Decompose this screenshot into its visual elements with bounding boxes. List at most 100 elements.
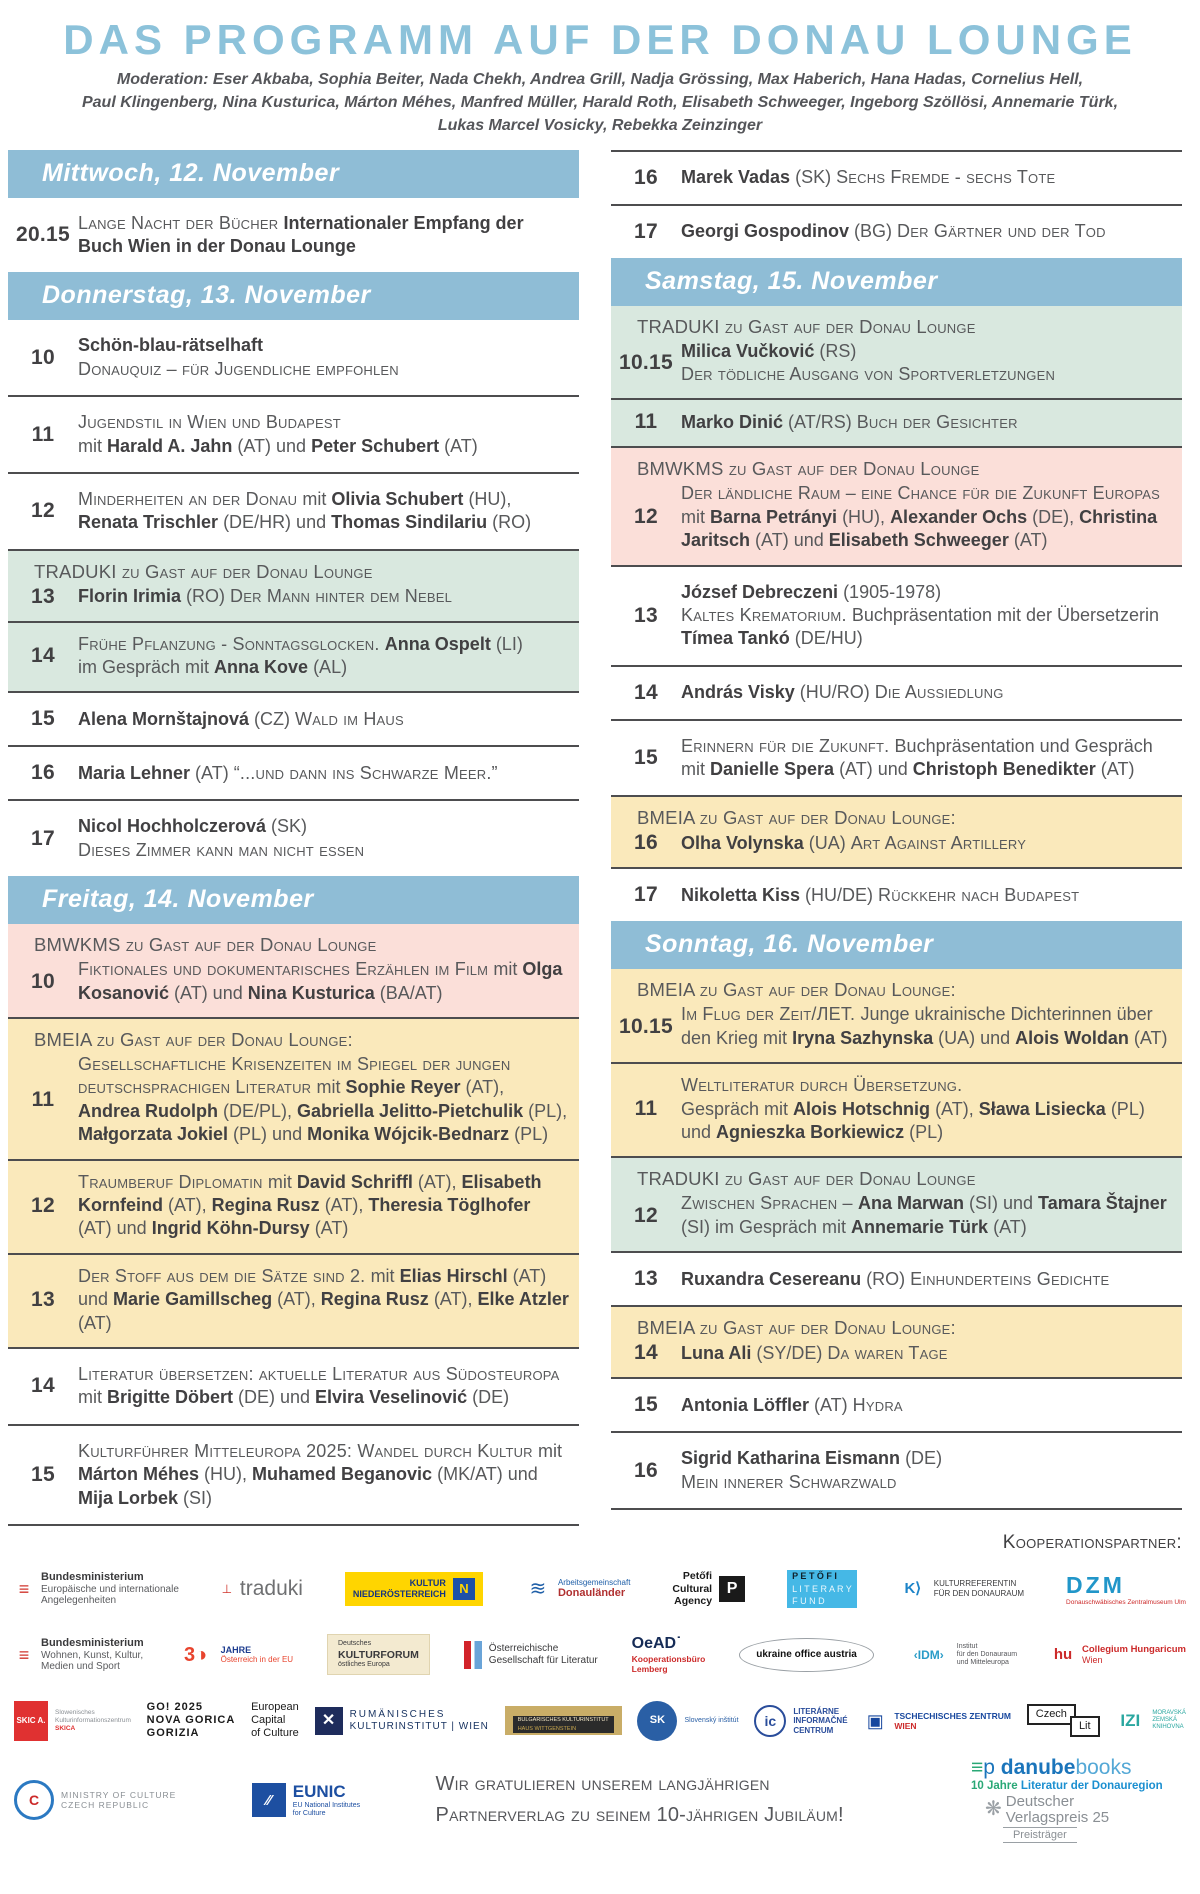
text-segment: (HU),	[463, 488, 512, 509]
text-segment: Buchpräsentation mit der Übersetzerin	[851, 604, 1160, 625]
entry-description: Frühe Pflanzung - Sonntagsglocken. Anna …	[78, 633, 579, 680]
entry-time: 10.15	[618, 350, 674, 374]
text-segment: (AT)	[78, 1312, 112, 1333]
text-segment: Buch der Gesichter	[856, 411, 1018, 432]
text-segment: Tamara Štajner	[1038, 1193, 1167, 1214]
logo-text-line: OeAD˙	[631, 1635, 682, 1653]
text-segment: Schön-blau-rätselhaft	[78, 335, 264, 356]
entry-description: Kulturführer Mitteleuropa 2025: Wandel d…	[78, 1440, 579, 1510]
text-segment: Regina Rusz	[320, 1289, 429, 1310]
text-segment: Luna Ali	[681, 1342, 752, 1363]
partner-logo-row-3: SKIC A. Slowenisches Kulturinformationszen…	[8, 1688, 1192, 1754]
text-segment: Die Aussiedlung	[874, 681, 1004, 702]
text-segment: Nina Kusturica	[247, 982, 375, 1003]
logo-text: Slovenský inštitút	[684, 1717, 738, 1725]
text-segment: Alois Hotschnig	[793, 1098, 931, 1119]
schedule-entry: 10.15 Milica Vučković (RS) Der tödliche Au…	[611, 340, 1182, 387]
text-segment: Marko Dinić	[681, 411, 784, 432]
text-segment: Da waren Tage	[827, 1342, 948, 1363]
ch-hu-icon: hu	[1053, 1646, 1073, 1664]
sponsor-label: TRADUKI zu Gast auf der Donau Lounge	[637, 1168, 976, 1190]
text-segment: Harald A. Jahn	[107, 435, 233, 456]
logo-text-line: Deutsches	[338, 1640, 372, 1648]
text-segment: mit	[302, 488, 332, 509]
entry-time: 13	[634, 1267, 658, 1291]
text-segment: mit	[681, 506, 710, 527]
schedule-entry: 11 Weltliteratur durch Übersetzung. Gesprä…	[611, 1074, 1182, 1144]
text-segment: Olivia Schubert	[331, 488, 464, 509]
austria-flag-icon: ≡	[18, 1578, 30, 1599]
text-segment: Im Flug der Zeit/ЛЕТ.	[681, 1004, 861, 1025]
schedule-entry: 20.15 Lange Nacht der Bücher Internationa…	[8, 212, 579, 259]
text-segment: Dieses Zimmer kann man nicht essen	[78, 839, 365, 860]
text-segment: (RO)	[487, 512, 532, 533]
logo-text-line: Capital	[251, 1714, 286, 1727]
text-segment: Mija Lorbek	[78, 1487, 179, 1508]
text-segment: Marie Gamillscheg	[113, 1289, 273, 1310]
text-segment: (RS)	[814, 340, 857, 361]
logo-text-line: und Mitteleuropa	[956, 1659, 1009, 1667]
text-segment: mit	[316, 1077, 346, 1098]
entry-description: Luna Ali (SY/DE) Da waren Tage	[681, 1342, 1182, 1365]
schedule-block: 17 Nicol Hochholczerová (SK) Dieses Zimmer…	[8, 799, 579, 877]
mkcr-rings-icon: C	[14, 1780, 54, 1821]
traduki-mark-icon: ⊥	[221, 1581, 233, 1596]
text-segment: (HU/DE)	[800, 884, 879, 905]
text-segment: Gespräch mit	[681, 1098, 794, 1119]
schedule-column-left: Mittwoch, 12. November 20.15 Lange Nacht d…	[8, 149, 579, 1526]
logo-text: Bundesministerium Wohnen, Kunst, Kultur, M…	[41, 1637, 144, 1674]
logo-text-line: for Culture	[292, 1810, 326, 1818]
text-segment: (CZ)	[249, 708, 296, 729]
lic-logo-icon: ic	[754, 1704, 787, 1737]
entry-time: 15	[31, 707, 55, 731]
entry-time: 17	[634, 883, 658, 907]
sponsor-label: BMEIA zu Gast auf der Donau Lounge:	[637, 979, 956, 1001]
logo-text-line: FÜR DEN DONAURAUM	[933, 1588, 1025, 1598]
entry-description: Der Stoff aus dem die Sätze sind 2. mit …	[78, 1265, 579, 1335]
logo-text: Deutsches KULTURFORUM östliches Europa	[338, 1640, 419, 1669]
schedule-block: 16 Sigrid Katharina Eismann (DE) Mein inne…	[611, 1431, 1182, 1508]
partner-logo-grid: ≡ Bundesministerium Europäische und intern…	[8, 1556, 1192, 1754]
text-segment: Kulturführer Mitteleuropa 2025: Wandel d…	[78, 1440, 538, 1461]
logo-text-line: Medien und Sport	[41, 1661, 120, 1673]
text-segment: Regina Rusz	[211, 1194, 320, 1215]
schedule-block: 10 Schön-blau-rätselhaft Donauquiz – für J…	[8, 320, 579, 396]
logo-text-line: F U N D	[787, 1595, 857, 1608]
danubebooks-logo: ≡p danubebooks 10 Jahre Literatur der Don…	[971, 1757, 1186, 1844]
text-segment: (AT) und	[750, 530, 829, 551]
partner-logo-row-1: ≡ Bundesministerium Europäische und intern…	[8, 1556, 1192, 1622]
schedule-block: 12 Traumberuf Diplomatin mit David Schrif…	[8, 1158, 579, 1253]
text-segment: Der ländliche Raum – eine Chance für die…	[681, 483, 1161, 504]
entry-time: 11	[31, 1087, 55, 1111]
text-segment: Minderheiten an der Donau	[78, 488, 303, 509]
logo-text-line: DZM	[1066, 1571, 1125, 1598]
logo-text-line: RUMÄNISCHES	[349, 1709, 446, 1721]
schedule-entry: 15 Kulturführer Mitteleuropa 2025: Wandel…	[8, 1440, 579, 1510]
text-segment: (AT),	[930, 1098, 979, 1119]
schedule-block: 13 József Debreczeni (1905-1978) Kaltes Kr…	[611, 564, 1182, 665]
schedule-block: 20.15 Lange Nacht der Bücher Internationa…	[8, 197, 579, 273]
logo-text-line: traduki	[239, 1576, 303, 1600]
text-segment: (AT)	[439, 435, 478, 456]
logo-text-line: NIEDERÖSTERREICH	[352, 1588, 446, 1599]
schedule-entry: 11 Marko Dinić (AT/RS) Buch der Gesichter	[611, 410, 1182, 434]
divider-rule	[611, 1507, 1182, 1510]
logo-text-line: östliches Europa	[338, 1661, 390, 1669]
schedule-entry: 16 Olha Volynska (UA) Art Against Artille…	[611, 831, 1182, 855]
logo-text: MORAVSKÁ ZEMSKÁ KNIHOVNA	[1152, 1710, 1186, 1731]
partner-logo-oead: OeAD˙ Kooperationsbüro Lemberg	[632, 1635, 706, 1674]
schedule-entry: 15 Erinnern für die Zukunft. Buchpräsenta…	[611, 735, 1182, 782]
logo-text-line: of Culture	[251, 1727, 299, 1740]
schedule-block: TRADUKI zu Gast auf der Donau Lounge 13 Fl…	[8, 548, 579, 621]
logo-text-line: HAUS WITTGENSTEIN	[512, 1724, 614, 1734]
text-segment: Elias Hirschl	[399, 1265, 508, 1286]
schedule-block: BMEIA zu Gast auf der Donau Lounge: 16 Olh…	[611, 795, 1182, 868]
entry-description: Gesellschaftliche Krisenzeiten im Spiege…	[78, 1053, 579, 1147]
logo-text: EUNIC EU National Institutes for Culture	[293, 1782, 360, 1819]
partner-logo-eunic: ⁄⁄ EUNIC EU National Institutes for Culture	[251, 1782, 360, 1819]
entry-description: András Visky (HU/RO) Die Aussiedlung	[681, 681, 1182, 704]
schedule-entry: 12 Der ländliche Raum – eine Chance für d…	[611, 482, 1182, 552]
book-stripes-icon	[463, 1640, 482, 1669]
